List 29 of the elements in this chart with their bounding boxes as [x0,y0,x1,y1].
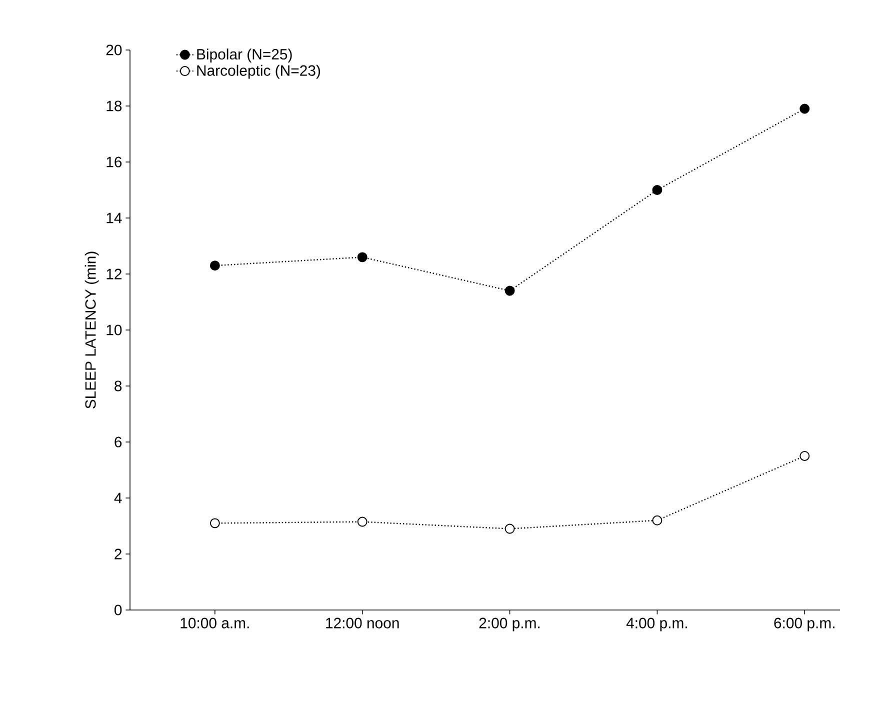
point [652,515,662,526]
y-tick-label: 12 [106,268,122,280]
y-tick-label: 18 [106,100,122,112]
legend-label: Narcoleptic (N=23) [197,64,320,79]
point [210,260,220,271]
y-axis-title: SLEEP LATENCY (min) [84,252,99,408]
y-tick-label: 14 [106,212,122,224]
point [357,516,368,527]
y-tick-label: 20 [106,44,122,56]
y-tick-label: 16 [106,156,122,168]
point [357,252,368,262]
y-tick-label: 6 [114,436,122,448]
point [210,518,220,528]
point [504,524,515,534]
y-tick-label: 0 [114,604,122,616]
x-tick-label: 4:00 p.m. [626,618,687,632]
x-tick-label: 12:00 noon [326,618,399,628]
x-tick-label: 10:00 a.m. [180,618,249,628]
legend-label: Bipolar (N=25) [197,48,292,62]
y-tick-label: 2 [114,548,122,560]
x-tick-label: 2:00 p.m. [479,618,540,632]
y-tick-label: 10 [106,324,122,336]
point [504,286,515,296]
point [800,104,810,114]
y-tick-label: 4 [114,492,122,504]
point [800,451,810,461]
y-tick-label: 8 [114,380,122,392]
point [652,185,662,195]
x-tick-label: 6:00 p.m. [774,618,834,632]
